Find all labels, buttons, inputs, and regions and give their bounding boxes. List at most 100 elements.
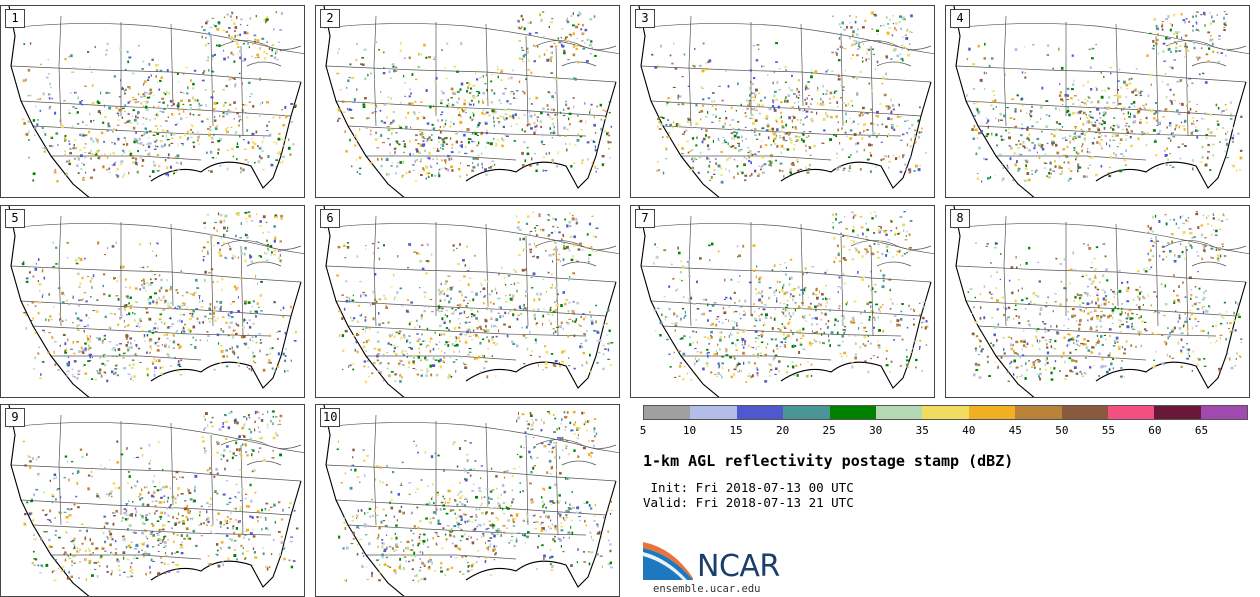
reflectivity-cell bbox=[1116, 146, 1118, 147]
reflectivity-cell bbox=[282, 155, 286, 158]
reflectivity-cell bbox=[1006, 164, 1008, 167]
reflectivity-cell bbox=[731, 106, 734, 108]
reflectivity-cell bbox=[700, 118, 702, 121]
reflectivity-cell bbox=[1011, 146, 1013, 149]
reflectivity-cell bbox=[92, 274, 95, 278]
reflectivity-cell bbox=[825, 112, 827, 116]
reflectivity-cell bbox=[1104, 134, 1107, 138]
reflectivity-cell bbox=[480, 131, 484, 135]
reflectivity-cell bbox=[440, 147, 442, 149]
reflectivity-cell bbox=[166, 138, 170, 141]
reflectivity-cell bbox=[111, 245, 115, 248]
reflectivity-cell bbox=[802, 139, 805, 143]
reflectivity-cell bbox=[77, 328, 79, 331]
reflectivity-cell bbox=[1109, 139, 1111, 142]
reflectivity-cell bbox=[425, 272, 428, 275]
reflectivity-cell bbox=[488, 293, 492, 296]
reflectivity-cell bbox=[89, 296, 92, 298]
reflectivity-cell bbox=[1202, 72, 1205, 75]
reflectivity-cell bbox=[568, 249, 571, 252]
reflectivity-cell bbox=[909, 145, 912, 148]
reflectivity-cell bbox=[1169, 99, 1172, 101]
reflectivity-cell bbox=[119, 45, 123, 49]
reflectivity-cell bbox=[437, 288, 441, 292]
reflectivity-cell bbox=[55, 246, 58, 249]
reflectivity-cell bbox=[156, 299, 158, 301]
reflectivity-cell bbox=[141, 68, 144, 70]
reflectivity-cell bbox=[222, 316, 225, 318]
reflectivity-cell bbox=[263, 50, 266, 54]
reflectivity-cell bbox=[459, 115, 462, 118]
reflectivity-cell bbox=[378, 362, 382, 365]
reflectivity-cell bbox=[1021, 104, 1024, 107]
reflectivity-cell bbox=[1185, 18, 1188, 20]
reflectivity-cell bbox=[1017, 147, 1020, 149]
reflectivity-cell bbox=[222, 29, 225, 32]
reflectivity-cell bbox=[21, 118, 25, 121]
reflectivity-cell bbox=[719, 336, 722, 339]
reflectivity-cell bbox=[203, 29, 206, 32]
reflectivity-cell bbox=[996, 144, 998, 147]
reflectivity-cell bbox=[839, 96, 843, 99]
reflectivity-cell bbox=[977, 111, 981, 113]
reflectivity-cell bbox=[789, 171, 792, 175]
reflectivity-cell bbox=[830, 116, 833, 119]
reflectivity-cell bbox=[211, 58, 213, 61]
reflectivity-cell bbox=[1024, 72, 1026, 74]
reflectivity-cell bbox=[238, 115, 241, 118]
reflectivity-cell bbox=[260, 44, 262, 46]
reflectivity-cell bbox=[1048, 176, 1051, 179]
reflectivity-cell bbox=[761, 330, 764, 333]
reflectivity-cell bbox=[408, 102, 412, 106]
reflectivity-cell bbox=[1157, 111, 1160, 114]
reflectivity-cell bbox=[510, 93, 512, 95]
reflectivity-cell bbox=[568, 212, 572, 214]
reflectivity-cell bbox=[468, 316, 469, 318]
reflectivity-cell bbox=[1181, 143, 1184, 145]
reflectivity-cell bbox=[577, 15, 579, 17]
reflectivity-cell bbox=[138, 243, 141, 246]
reflectivity-cell bbox=[768, 164, 771, 166]
reflectivity-cell bbox=[872, 315, 875, 318]
reflectivity-cell bbox=[137, 150, 139, 153]
reflectivity-cell bbox=[901, 36, 904, 38]
reflectivity-cell bbox=[440, 293, 443, 295]
reflectivity-cell bbox=[495, 144, 497, 147]
reflectivity-cell bbox=[582, 47, 586, 50]
reflectivity-cell bbox=[789, 318, 791, 321]
reflectivity-cell bbox=[143, 91, 147, 94]
reflectivity-cell bbox=[235, 234, 237, 238]
reflectivity-cell bbox=[472, 95, 476, 99]
reflectivity-cell bbox=[25, 280, 29, 283]
reflectivity-cell bbox=[554, 301, 556, 303]
reflectivity-cell bbox=[705, 129, 708, 132]
reflectivity-cell bbox=[202, 246, 206, 249]
reflectivity-cell bbox=[1022, 145, 1025, 148]
reflectivity-cell bbox=[253, 40, 256, 43]
reflectivity-cell bbox=[587, 157, 589, 161]
reflectivity-cell bbox=[238, 119, 240, 123]
reflectivity-cell bbox=[422, 340, 424, 342]
reflectivity-cell bbox=[207, 56, 210, 59]
reflectivity-cell bbox=[696, 136, 698, 140]
reflectivity-cell bbox=[388, 70, 391, 73]
reflectivity-cell bbox=[898, 324, 901, 327]
reflectivity-cell bbox=[161, 129, 165, 132]
reflectivity-cell bbox=[523, 141, 526, 144]
reflectivity-cell bbox=[1019, 154, 1023, 156]
reflectivity-cell bbox=[375, 41, 378, 43]
reflectivity-cell bbox=[81, 178, 85, 181]
reflectivity-cell bbox=[714, 158, 717, 160]
reflectivity-cell bbox=[422, 116, 425, 118]
reflectivity-cell bbox=[476, 327, 479, 330]
reflectivity-cell bbox=[81, 162, 84, 164]
reflectivity-cell bbox=[478, 100, 480, 104]
reflectivity-cell bbox=[1196, 22, 1198, 25]
reflectivity-cell bbox=[82, 177, 85, 179]
reflectivity-cell bbox=[382, 51, 385, 54]
reflectivity-cell bbox=[1161, 28, 1164, 31]
reflectivity-cell bbox=[426, 122, 430, 125]
reflectivity-cell bbox=[223, 226, 226, 230]
reflectivity-cell bbox=[393, 344, 396, 347]
reflectivity-cell bbox=[784, 140, 788, 142]
